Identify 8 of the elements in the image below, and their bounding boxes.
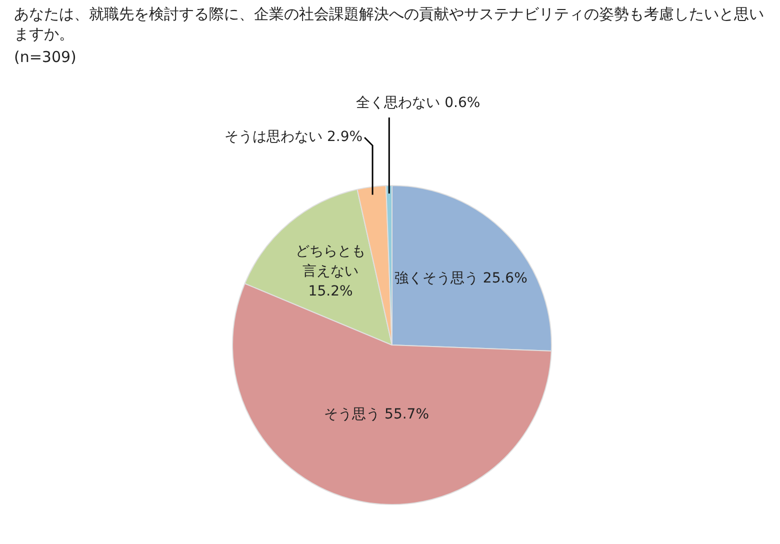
slice-label: そう思う 55.7% [324,406,430,423]
chart-title: あなたは、就職先を検討する際に、企業の社会課題解決への貢献やサステナビリティの姿勢も考慮したいと思いますか。 [14,4,764,44]
data-label: 15.2% [308,283,353,300]
slice-label: そうは思わない 2.9% [224,129,363,146]
slice-label: 強くそう思う 25.6% [394,270,528,286]
text: (n=309) [14,48,76,66]
slice-label: 全く思わない 0.6% [356,95,480,112]
slice-label: どちらとも言えない [296,243,366,280]
